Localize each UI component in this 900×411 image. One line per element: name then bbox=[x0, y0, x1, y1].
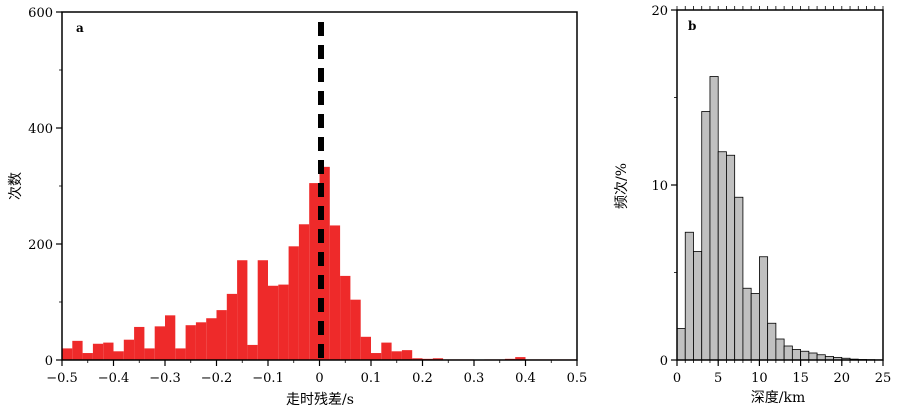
histogram-bar bbox=[401, 350, 413, 360]
x-tick-label: 10 bbox=[751, 371, 768, 386]
histogram-bar bbox=[381, 342, 392, 360]
histogram-bar bbox=[759, 256, 769, 361]
panel-a-x-axis: −0.5 −0.4 −0.3 −0.2 −0.1 0 0.1 0.2 0.3 0.4 0.5 bbox=[46, 360, 587, 386]
histogram-bar bbox=[175, 348, 186, 360]
histogram-bar bbox=[709, 76, 719, 361]
histogram-bar bbox=[226, 293, 238, 360]
histogram-bar bbox=[319, 166, 330, 360]
histogram-bar bbox=[742, 287, 752, 361]
y-tick-label: 400 bbox=[28, 122, 53, 137]
histogram-bar bbox=[684, 231, 694, 361]
histogram-bar bbox=[726, 154, 736, 361]
histogram-bar bbox=[309, 183, 320, 360]
x-tick-label: −0.5 bbox=[46, 371, 78, 386]
histogram-bar bbox=[391, 351, 402, 360]
panel-a-letter: a bbox=[76, 21, 84, 35]
histogram-bar bbox=[103, 342, 114, 360]
y-tick-label: 0 bbox=[45, 354, 53, 369]
x-tick-label: −0.2 bbox=[201, 371, 233, 386]
panel-b-bars bbox=[676, 76, 884, 361]
panel-a-y-axis-title: 次数 bbox=[8, 172, 24, 200]
histogram-bar bbox=[340, 275, 351, 360]
histogram-bar bbox=[775, 338, 785, 361]
histogram-bar bbox=[701, 111, 711, 361]
panel-b-y-axis-title: 频次/% bbox=[614, 163, 630, 209]
x-tick-label: 0.3 bbox=[464, 371, 485, 386]
histogram-bar bbox=[216, 310, 227, 360]
histogram-bar bbox=[237, 260, 248, 360]
histogram-bar bbox=[144, 348, 155, 360]
x-tick-label: −0.4 bbox=[98, 371, 130, 386]
histogram-bar bbox=[412, 358, 423, 360]
x-tick-label: 0 bbox=[315, 371, 323, 386]
y-tick-label: 200 bbox=[28, 238, 53, 253]
x-tick-label: 0.1 bbox=[361, 371, 382, 386]
histogram-bar bbox=[72, 340, 83, 360]
x-tick-label: 0.5 bbox=[567, 371, 588, 386]
x-tick-label: 20 bbox=[834, 371, 851, 386]
histogram-bar bbox=[123, 339, 135, 360]
panel-a-bars bbox=[62, 166, 577, 360]
histogram-bar bbox=[195, 322, 207, 360]
histogram-bar bbox=[371, 353, 382, 360]
histogram-bar bbox=[717, 151, 727, 361]
histogram-bar bbox=[432, 358, 444, 360]
x-tick-label: 0.2 bbox=[412, 371, 433, 386]
histogram-bar bbox=[165, 315, 176, 360]
x-tick-label: −0.3 bbox=[149, 371, 181, 386]
histogram-bar bbox=[808, 352, 818, 361]
histogram-bar bbox=[767, 322, 777, 361]
panel-b-histogram: 0 5 10 15 20 25 0 10 20 b 深度/km 频次/% bbox=[614, 4, 891, 406]
histogram-bar bbox=[278, 284, 289, 360]
y-tick-label: 10 bbox=[651, 179, 668, 194]
x-tick-label: 25 bbox=[875, 371, 892, 386]
histogram-bar bbox=[247, 344, 258, 360]
histogram-bar bbox=[800, 350, 810, 361]
x-tick-label: −0.1 bbox=[252, 371, 284, 386]
histogram-bar bbox=[783, 345, 793, 361]
histogram-bar bbox=[134, 326, 145, 360]
panel-b-x-axis-title: 深度/km bbox=[751, 390, 805, 406]
histogram-bar bbox=[257, 260, 268, 360]
histogram-bar bbox=[676, 328, 686, 361]
x-tick-label: 0 bbox=[673, 371, 681, 386]
x-tick-label: 5 bbox=[714, 371, 722, 386]
histogram-bar bbox=[693, 251, 703, 361]
y-tick-label: 600 bbox=[28, 6, 53, 21]
panel-b-x-axis: 0 5 10 15 20 25 bbox=[673, 360, 891, 386]
histogram-bar bbox=[92, 343, 104, 360]
histogram-bar bbox=[816, 354, 826, 361]
histogram-bar bbox=[360, 336, 371, 360]
histogram-bar bbox=[185, 325, 196, 360]
panel-a-histogram: −0.5 −0.4 −0.3 −0.2 −0.1 0 0.1 0.2 0.3 0.4 0.5 0 20… bbox=[8, 6, 587, 408]
histogram-bar bbox=[750, 293, 760, 361]
histogram-bar bbox=[268, 285, 279, 360]
histogram-bar bbox=[350, 299, 361, 360]
x-tick-label: 15 bbox=[792, 371, 809, 386]
panel-b-top-minor-ticks bbox=[676, 6, 884, 10]
panel-a-x-axis-title: 走时残差/s bbox=[286, 392, 354, 408]
panel-b-y-axis: 0 10 20 bbox=[651, 4, 677, 369]
histogram-bar bbox=[113, 351, 124, 360]
histogram-bar bbox=[791, 349, 801, 361]
histogram-bar bbox=[515, 357, 526, 360]
panel-a-y-axis: 0 200 400 600 bbox=[28, 6, 62, 369]
y-tick-label: 0 bbox=[660, 354, 668, 369]
x-tick-label: 0.4 bbox=[515, 371, 536, 386]
histogram-bar bbox=[734, 196, 744, 361]
y-tick-label: 20 bbox=[651, 4, 668, 19]
histogram-bar bbox=[62, 348, 73, 360]
histogram-bar bbox=[206, 318, 217, 360]
histogram-bar bbox=[288, 246, 299, 360]
histogram-bar bbox=[154, 326, 165, 360]
histogram-bar bbox=[329, 225, 341, 360]
histogram-bar bbox=[298, 224, 310, 360]
histogram-bar bbox=[82, 353, 93, 360]
panel-b-letter: b bbox=[688, 19, 696, 33]
